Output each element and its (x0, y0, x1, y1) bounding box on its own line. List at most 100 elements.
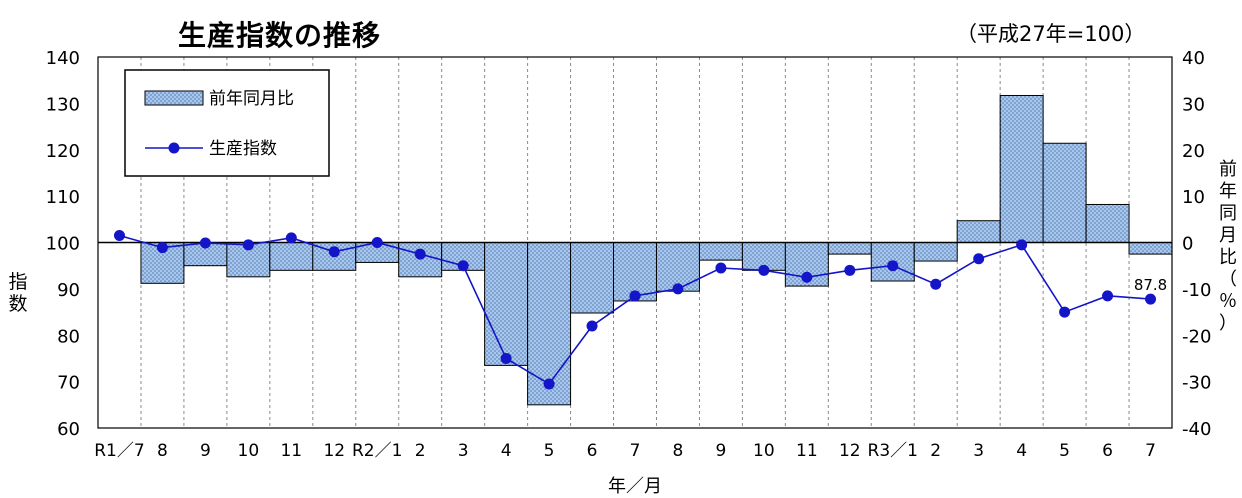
line-point (543, 378, 555, 390)
y-right-axis-label-char: （ (1219, 269, 1237, 290)
x-tick-label: 5 (1059, 441, 1070, 461)
x-tick-label: 11 (280, 441, 302, 461)
line-point (629, 290, 641, 302)
y-left-tick-label: 90 (57, 280, 80, 301)
y-left-tick-label: 120 (46, 141, 80, 162)
x-tick-label: 9 (716, 441, 727, 461)
x-tick-label: 10 (753, 441, 775, 461)
bar (870, 242, 915, 282)
y-left-axis-label-char: 数 (8, 293, 27, 315)
line-point (1102, 290, 1114, 302)
line-point (457, 260, 469, 272)
chart-title: 生産指数の推移 (178, 19, 382, 52)
x-tick-label: R1／7 (94, 441, 144, 461)
line-point (586, 320, 598, 332)
bar (956, 220, 1001, 243)
y-left-tick-label: 80 (57, 326, 80, 347)
x-tick-label: 4 (1016, 441, 1027, 461)
line-point (844, 264, 856, 276)
y-right-tick-label: 30 (1182, 94, 1205, 115)
x-tick-label: 7 (1145, 441, 1156, 461)
bar (1085, 203, 1130, 244)
x-tick-label: 3 (458, 441, 469, 461)
x-axis-label: 年／月 (608, 476, 662, 497)
legend-swatch-bar (144, 90, 204, 106)
x-tick-label: 7 (630, 441, 641, 461)
line-point (328, 246, 340, 258)
plot-frame (97, 56, 1173, 429)
y-left-tick-label: 140 (46, 48, 80, 69)
y-right-tick-label: -30 (1182, 373, 1211, 394)
y-right-tick-label: -10 (1182, 280, 1211, 301)
legend-box (124, 69, 330, 177)
y-right-axis-label-char: ％ (1219, 291, 1237, 312)
line-point (1145, 293, 1157, 305)
bar (1128, 242, 1173, 255)
y-right-axis-label-char: 前 (1219, 159, 1237, 180)
bar (913, 242, 958, 262)
x-tick-label: R2／1 (352, 441, 402, 461)
x-tick-label: 6 (587, 441, 598, 461)
line-point (414, 248, 426, 260)
line-point (285, 232, 297, 244)
line-point (715, 262, 727, 274)
x-tick-label: 2 (930, 441, 941, 461)
legend-label-line: 生産指数 (209, 139, 277, 159)
line-point (156, 242, 168, 254)
line-point (242, 239, 254, 251)
line-point (672, 283, 684, 295)
y-right-tick-label: 0 (1182, 234, 1193, 255)
x-tick-label: R3／1 (868, 441, 918, 461)
x-tick-label: 8 (673, 441, 684, 461)
x-tick-label: 11 (796, 441, 818, 461)
data-label: 87.8 (1134, 276, 1167, 294)
x-tick-label: 10 (238, 441, 260, 461)
bar (570, 242, 615, 314)
y-left-tick-label: 70 (57, 373, 80, 394)
x-tick-label: 3 (973, 441, 984, 461)
y-right-axis-label-char: ） (1219, 313, 1237, 334)
bar (527, 242, 572, 406)
line-point (973, 253, 985, 265)
line-point (199, 237, 211, 249)
line-point (758, 264, 770, 276)
y-right-tick-label: 40 (1182, 48, 1205, 69)
bar (398, 242, 443, 278)
y-left-tick-label: 60 (57, 419, 80, 440)
x-tick-label: 5 (544, 441, 555, 461)
y-left-axis-label-char: 指 (8, 271, 27, 293)
y-right-axis-label-char: 同 (1219, 203, 1237, 224)
bar (999, 94, 1044, 243)
y-right-tick-label: 20 (1182, 141, 1205, 162)
y-left-tick-label: 100 (46, 234, 80, 255)
bar (827, 242, 872, 255)
y-right-tick-label: -20 (1182, 326, 1211, 347)
y-right-axis-label-char: 月 (1219, 225, 1237, 246)
line-point (113, 230, 125, 242)
x-tick-label: 6 (1102, 441, 1113, 461)
chart-subtitle: （平成27年=100） (956, 22, 1146, 46)
y-right-tick-label: 10 (1182, 187, 1205, 208)
line-point (371, 237, 383, 248)
x-tick-label: 9 (200, 441, 211, 461)
y-left-tick-label: 110 (46, 187, 80, 208)
bar (698, 242, 743, 261)
line-point (1059, 306, 1071, 318)
x-tick-label: 8 (157, 441, 168, 461)
line-point (500, 352, 512, 364)
legend-label-bar: 前年同月比 (209, 89, 294, 109)
y-right-tick-label: -40 (1182, 419, 1211, 440)
x-tick-label: 12 (323, 441, 345, 461)
line-point (887, 260, 899, 272)
bar (1042, 142, 1087, 244)
legend-swatch-point (168, 142, 180, 154)
y-left-tick-label: 130 (46, 94, 80, 115)
y-right-axis-label-char: 比 (1219, 247, 1237, 268)
bar (655, 242, 700, 292)
x-tick-label: 4 (501, 441, 512, 461)
bar (269, 242, 314, 271)
bar (484, 242, 529, 366)
x-tick-label: 2 (415, 441, 426, 461)
